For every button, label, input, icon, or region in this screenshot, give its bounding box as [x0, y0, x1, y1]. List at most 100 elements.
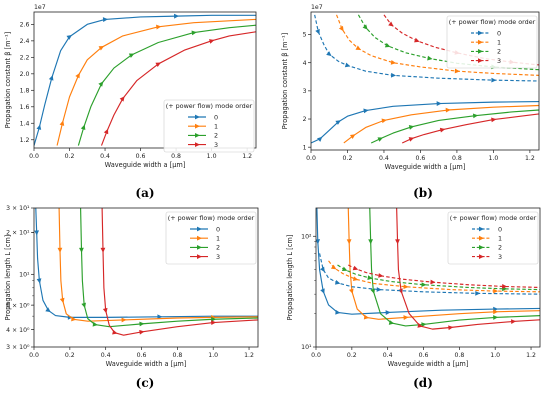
panel-caption: (c)	[136, 376, 155, 390]
series-marker	[316, 239, 321, 245]
series-marker	[45, 307, 51, 313]
series-marker	[34, 230, 40, 236]
legend-marker	[197, 235, 202, 241]
x-tick-label: 0.6	[136, 153, 146, 160]
series-marker	[363, 314, 370, 320]
x-tick-label: 0.4	[100, 153, 110, 160]
x-tick-label: 0.0	[29, 153, 39, 160]
series-marker	[209, 39, 215, 44]
plot-frame	[310, 11, 540, 151]
legend-label: 3	[497, 57, 501, 65]
series-marker	[81, 302, 86, 309]
legend-title: (+ power flow) mode order	[168, 214, 255, 222]
series-marker	[436, 101, 442, 106]
series-marker	[390, 60, 397, 65]
x-tick-label: 0.4	[101, 352, 111, 359]
series-marker	[139, 329, 145, 335]
series-marker	[370, 288, 376, 294]
series-marker	[48, 75, 54, 81]
series-line-1-solid	[343, 104, 539, 144]
series-marker	[384, 42, 391, 48]
series-marker	[388, 320, 395, 325]
legend: (+ power flow) mode order 0 123	[163, 99, 255, 153]
series-marker	[119, 96, 125, 102]
x-tick-label: 0.6	[137, 352, 147, 359]
legend-marker	[479, 254, 484, 259]
series-marker	[66, 35, 72, 40]
series-marker	[320, 266, 325, 273]
legend-marker	[195, 114, 200, 120]
y-tick-label: 2.0	[20, 71, 30, 78]
series-marker	[349, 134, 356, 140]
series-marker	[454, 68, 460, 74]
y-tick-label: 6 × 10⁰	[6, 302, 30, 309]
series-marker	[79, 247, 84, 253]
legend-label: 2	[214, 132, 218, 140]
series-marker	[355, 45, 362, 51]
series-marker	[315, 28, 320, 35]
x-tick-label: 1.0	[207, 153, 217, 160]
series-marker	[112, 329, 118, 335]
series-marker	[59, 120, 65, 126]
legend-label: 2	[216, 244, 220, 252]
x-tick-label: 0.0	[311, 352, 321, 359]
y-tick-label: 1.2	[20, 137, 30, 144]
legend: (+ power flow) mode order 0 123	[446, 15, 538, 69]
x-tick-label: 0.8	[172, 352, 182, 359]
series-marker	[57, 247, 63, 253]
legend-label: 1	[216, 235, 220, 243]
legend-box	[447, 211, 539, 265]
series-marker	[102, 17, 109, 22]
series-marker	[377, 137, 384, 142]
legend-marker	[197, 226, 202, 232]
y-tick-label: 1.6	[20, 104, 30, 111]
plot-area	[34, 13, 256, 146]
series-marker	[376, 287, 382, 292]
y-tick-label: 10¹	[19, 272, 30, 279]
x-tick-label: 1.0	[488, 155, 498, 162]
y-axis-label: Propagation length L [cm]	[4, 235, 12, 321]
panel-caption: (a)	[135, 186, 154, 200]
legend-marker	[197, 245, 202, 250]
chart-panel-4: 0.0 0.2 0.4 0.6 0.8 1.0 1.2 10¹ 10² Waveguide wid…	[286, 207, 541, 390]
series-marker	[335, 309, 341, 315]
legend-label: 1	[214, 123, 218, 131]
legend-label: 0	[214, 113, 218, 121]
x-axis-label: Waveguide width a [μm]	[105, 161, 186, 169]
series-marker	[417, 323, 423, 328]
plot-area	[311, 14, 539, 144]
series-line-1-dashed	[328, 260, 540, 293]
x-tick-label: 0.2	[65, 352, 75, 359]
y-tick-label: 4	[303, 60, 307, 67]
plot-frame	[33, 207, 259, 348]
series-marker	[403, 284, 409, 290]
x-axis-label: Waveguide width a [μm]	[388, 360, 469, 368]
series-marker	[102, 307, 108, 314]
series-marker	[211, 316, 217, 322]
series-line-3-solid	[100, 31, 256, 146]
series-marker	[128, 53, 135, 58]
series-marker	[421, 282, 427, 288]
series-marker	[344, 62, 351, 68]
x-tick-label: 0.2	[347, 352, 357, 359]
series-marker	[100, 247, 106, 253]
series-marker	[338, 25, 344, 32]
y-tick-label: 1	[303, 144, 307, 151]
legend-marker	[197, 254, 202, 259]
legend-label: 3	[214, 141, 218, 149]
series-marker	[408, 125, 415, 130]
x-axis-label: Waveguide width a [μm]	[106, 360, 187, 368]
series-marker	[388, 21, 394, 27]
y-axis-label: Propagation constant β [m⁻¹]	[281, 33, 289, 129]
series-marker	[92, 321, 98, 327]
x-tick-label: 0.0	[29, 352, 39, 359]
series-line-1-solid	[56, 18, 256, 146]
series-marker	[363, 108, 369, 114]
series-line-0-solid	[34, 14, 256, 146]
series-marker	[335, 120, 341, 125]
x-tick-label: 0.8	[171, 153, 181, 160]
y-tick-label: 2.6	[20, 22, 30, 29]
x-tick-label: 1.0	[208, 352, 218, 359]
